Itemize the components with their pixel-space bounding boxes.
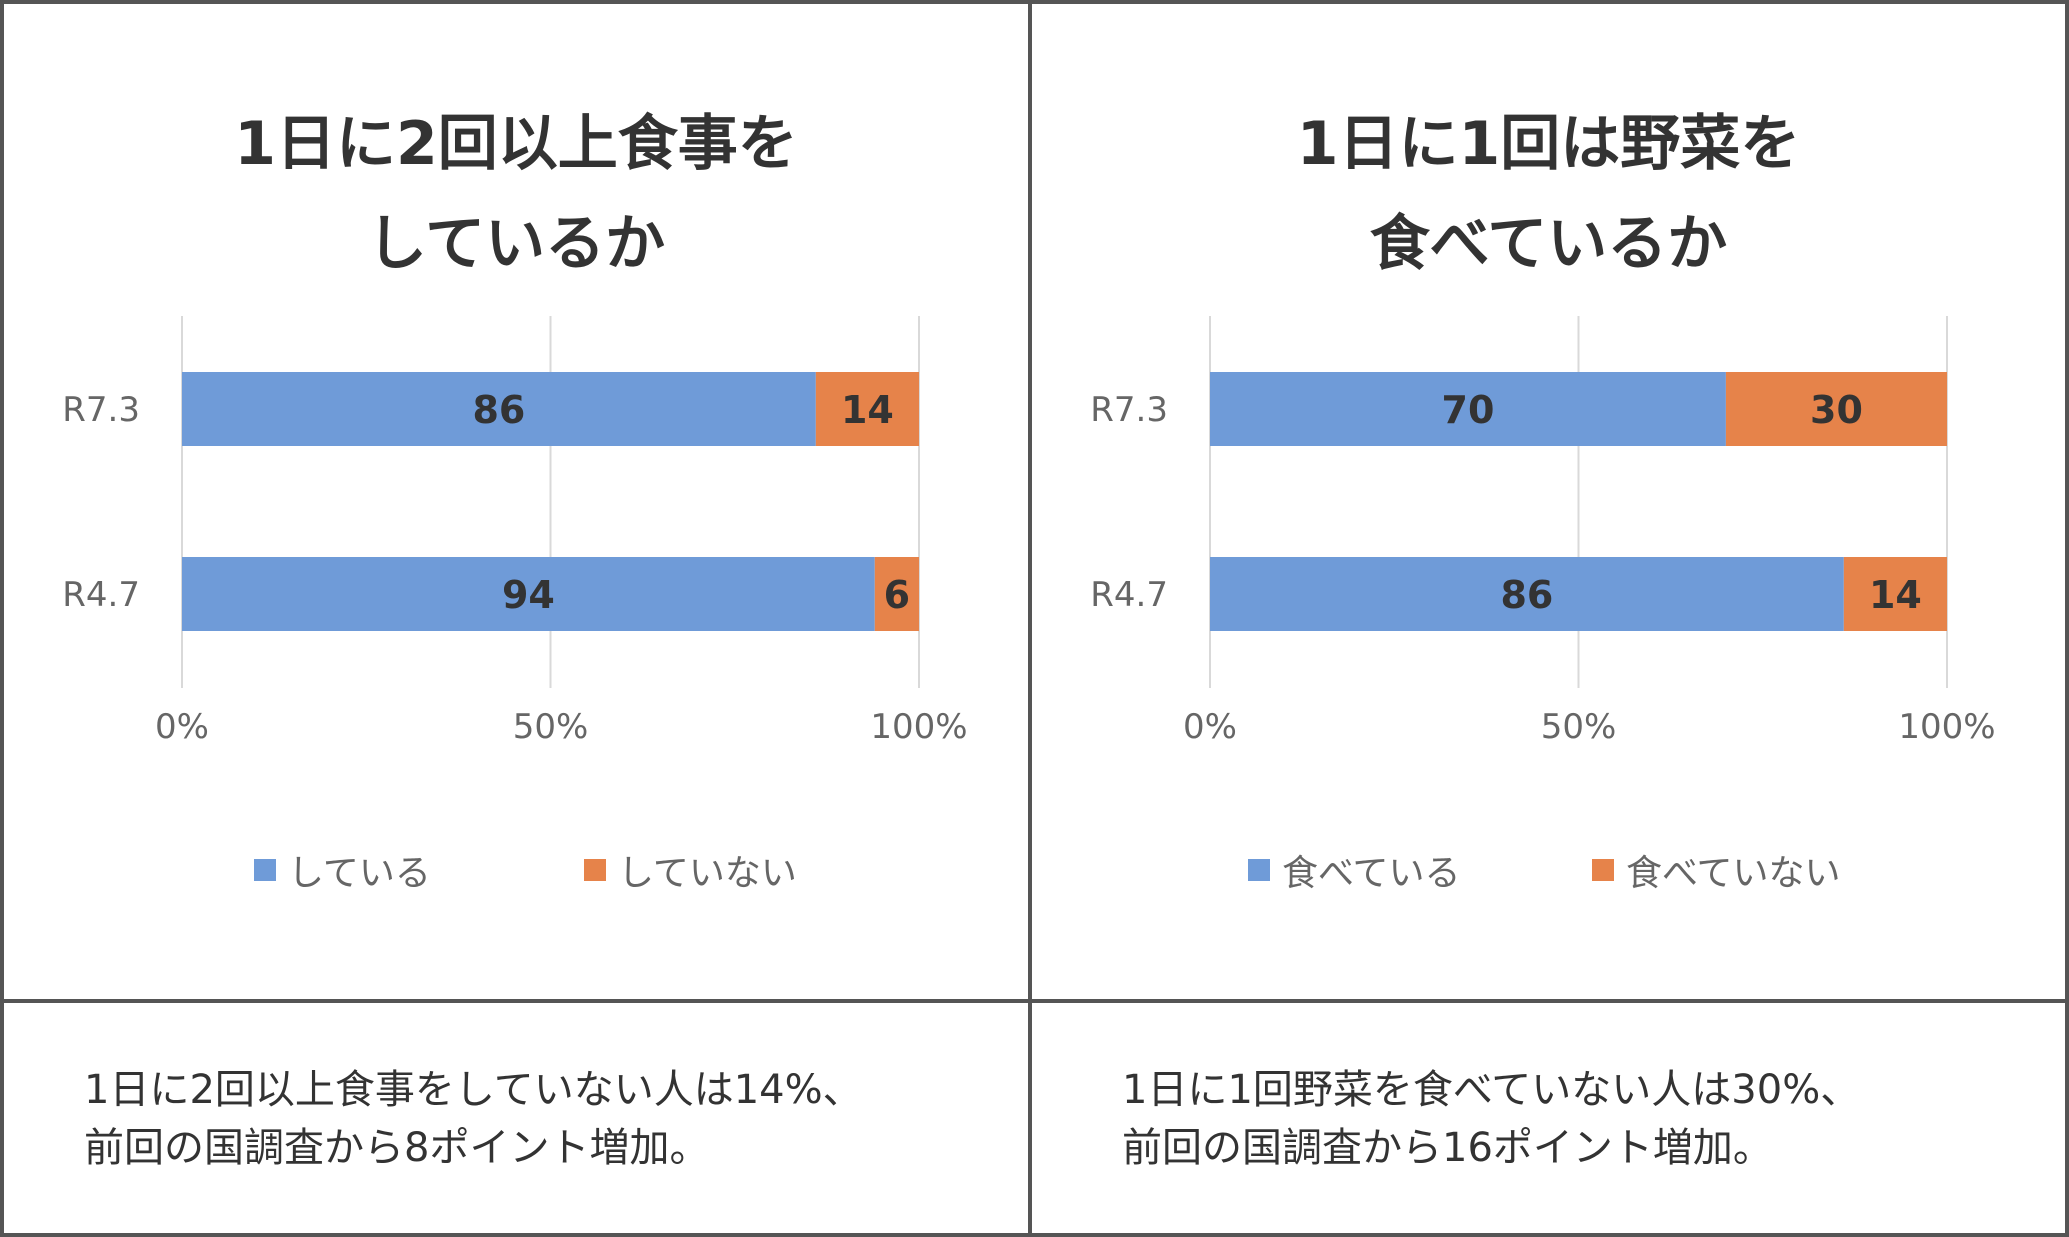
summary-line-2: 前回の国調査から16ポイント増加。	[1122, 1125, 1773, 1171]
y-category-label: R4.7	[1090, 575, 1168, 615]
bar-value-label: 14	[1869, 573, 1922, 617]
legend-label: 食べていない	[1626, 853, 1841, 894]
bar-value-label: 6	[884, 573, 910, 617]
y-category-label: R7.3	[62, 390, 140, 430]
bar-value-label: 94	[502, 573, 555, 617]
bar-value-label: 86	[472, 388, 525, 432]
x-tick-label: 100%	[870, 707, 967, 747]
x-tick-label: 0%	[1183, 707, 1237, 747]
chart-panel-meals: 1日に2回以上食事を しているか 0% 50% 100% R7.3 86 14 R4.7 94…	[4, 4, 1028, 999]
bar-segment	[874, 557, 919, 631]
legend-swatch-blue	[1248, 859, 1270, 881]
bar-value-label: 86	[1500, 573, 1553, 617]
chart-title: 1日に2回以上食事を しているか	[4, 94, 1028, 294]
y-category-label: R7.3	[1090, 390, 1168, 430]
bar-value-label: 30	[1810, 388, 1863, 432]
bar-segment	[182, 372, 816, 446]
summary-line-1: 1日に1回野菜を食べていない人は30%、	[1122, 1067, 1861, 1113]
legend-item-series-1: している	[254, 844, 431, 896]
legend-item-series-1: 食べている	[1248, 844, 1461, 896]
chart-title: 1日に1回は野菜を 食べているか	[1032, 94, 2065, 294]
legend-swatch-blue	[254, 859, 276, 881]
chart-meals: 0% 50% 100% R7.3 86 14 R4.7 94 6	[62, 316, 968, 747]
chart-title-line-2: 食べているか	[1369, 209, 1728, 279]
chart-title-line-1: 1日に2回以上食事を	[234, 109, 798, 179]
horizontal-divider	[0, 999, 2069, 1003]
bar-segment	[815, 372, 919, 446]
chart-vegetables: 0% 50% 100% R7.3 70 30 R4.7 86 14	[1090, 316, 1996, 747]
summary-note-meals: 1日に2回以上食事をしていない人は14%、 前回の国調査から8ポイント増加。	[4, 1003, 1028, 1233]
bar-segment	[1843, 557, 1947, 631]
bar-segment	[182, 557, 875, 631]
legend-label: していない	[618, 853, 797, 894]
chart-panel-vegetables: 1日に1回は野菜を 食べているか 0% 50% 100% R7.3 70 30 R4.7 86…	[1032, 4, 2065, 999]
summary-note-vegetables: 1日に1回野菜を食べていない人は30%、 前回の国調査から16ポイント増加。	[1032, 1003, 2065, 1233]
x-tick-label: 100%	[1898, 707, 1995, 747]
y-category-label: R4.7	[62, 575, 140, 615]
bar-segment	[1210, 372, 1726, 446]
legend-item-series-2: 食べていない	[1592, 844, 1841, 896]
x-tick-label: 0%	[155, 707, 209, 747]
bar-segment	[1210, 557, 1844, 631]
legend-label: している	[288, 853, 431, 894]
bar-segment	[1725, 372, 1947, 446]
bar-value-label: 14	[841, 388, 894, 432]
legend-swatch-orange	[584, 859, 606, 881]
x-tick-label: 50%	[1541, 707, 1617, 747]
legend-item-series-2: していない	[584, 844, 797, 896]
summary-line-2: 前回の国調査から8ポイント増加。	[84, 1125, 710, 1171]
chart-title-line-2: しているか	[366, 209, 666, 279]
legend-label: 食べている	[1282, 853, 1461, 894]
legend-swatch-orange	[1592, 859, 1614, 881]
bar-value-label: 70	[1442, 388, 1495, 432]
vertical-divider	[1028, 0, 1032, 1237]
x-tick-label: 50%	[513, 707, 589, 747]
summary-line-1: 1日に2回以上食事をしていない人は14%、	[84, 1067, 863, 1113]
chart-title-line-1: 1日に1回は野菜を	[1296, 109, 1801, 179]
